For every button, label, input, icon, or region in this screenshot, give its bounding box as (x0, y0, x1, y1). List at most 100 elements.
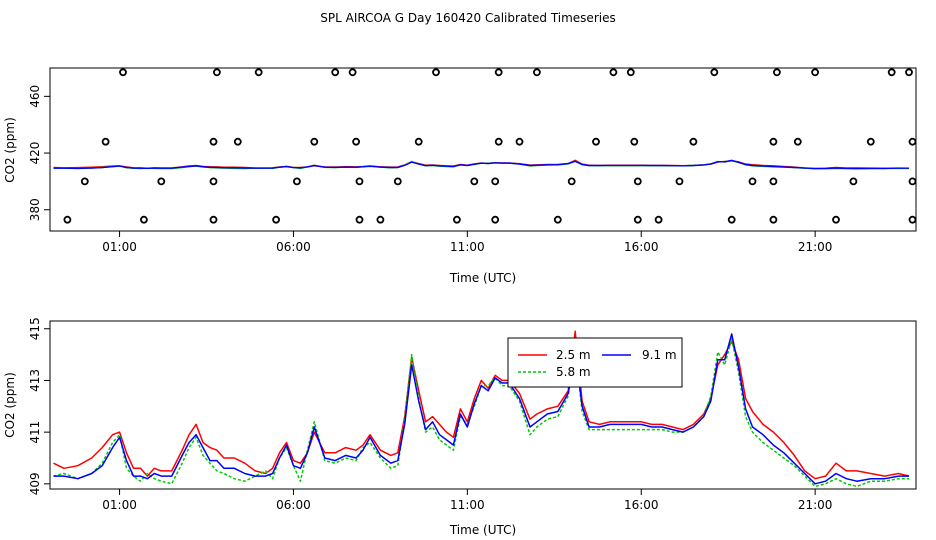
top-x-tick-label: 16:00 (624, 240, 659, 254)
top-x-tick-label: 11:00 (450, 240, 485, 254)
top-series-lines (53, 159, 910, 170)
top-x-axis: 01:00 06:00 11:00 16:00 21:00 (102, 231, 832, 254)
outlier-point (310, 137, 319, 146)
figure-title: SPL AIRCOA G Day 160420 Calibrated Times… (320, 11, 615, 25)
top-y-tick-label: 420 (28, 142, 42, 165)
outlier-point (139, 215, 148, 224)
outlier-point (233, 137, 242, 146)
outlier-point (348, 68, 357, 77)
bot-y-tick-label: 415 (28, 317, 42, 340)
outlier-point (866, 137, 875, 146)
bottom-panel: 01:00 06:00 11:00 16:00 21:00 409 411 413 415 T… (3, 317, 917, 537)
outlier-point (101, 137, 110, 146)
outlier-point (811, 68, 819, 77)
outlier-point (748, 177, 757, 186)
top-plot-frame (49, 67, 917, 232)
legend-label-2-5m: 2.5 m (556, 348, 591, 362)
outlier-point (355, 177, 364, 186)
bot-y-tick-label: 411 (28, 421, 42, 444)
outlier-point (414, 137, 423, 146)
outlier-point (212, 68, 221, 77)
outlier-point (710, 68, 719, 77)
outlier-point (769, 137, 778, 146)
outlier-point (254, 68, 263, 77)
outlier-point (352, 137, 361, 146)
bottom-series-line-5-8-m (53, 338, 909, 488)
outlier-point (887, 68, 896, 77)
top-series-line-9-1-m (53, 159, 909, 170)
outlier-point (630, 137, 639, 146)
bottom-series-line-9-1-m (53, 333, 909, 485)
bottom-series-line-2-5-m (53, 330, 910, 480)
bottom-y-axis: 409 411 413 415 (28, 317, 50, 495)
outlier-point (633, 215, 642, 224)
bottom-y-axis-label: CO2 (ppm) (3, 372, 17, 438)
bottom-plot-frame (49, 320, 917, 490)
top-x-tick-label: 01:00 (102, 240, 137, 254)
bot-x-tick-label: 06:00 (276, 498, 311, 512)
top-x-tick-label: 06:00 (276, 240, 311, 254)
bottom-series-lines (53, 330, 910, 488)
top-panel: 01:00 06:00 11:00 16:00 21:00 380 420 460 Time… (3, 67, 917, 285)
bot-x-tick-label: 01:00 (102, 498, 137, 512)
outlier-point (209, 177, 218, 186)
top-y-axis: 380 420 460 (28, 85, 50, 221)
top-x-axis-label: Time (UTC) (449, 271, 516, 285)
legend-box (507, 337, 683, 388)
top-y-tick-label: 460 (28, 85, 42, 108)
outlier-point (832, 215, 840, 224)
bot-x-tick-label: 21:00 (798, 498, 833, 512)
outlier-point (609, 68, 618, 77)
bottom-x-axis: 01:00 06:00 11:00 16:00 21:00 (102, 489, 832, 512)
outlier-point (209, 215, 218, 224)
outlier-point (727, 215, 736, 224)
outlier-point (633, 177, 642, 186)
outlier-point (119, 68, 127, 77)
outlier-point (452, 215, 461, 224)
outlier-point (689, 137, 698, 146)
outlier-point (908, 177, 917, 186)
legend: 2.5 m 9.1 m 5.8 m (507, 337, 683, 388)
outlier-point (209, 137, 218, 146)
top-y-tick-label: 380 (28, 198, 42, 221)
outlier-point (515, 137, 524, 146)
outlier-point (494, 137, 503, 146)
bottom-x-axis-label: Time (UTC) (449, 523, 516, 537)
outlier-point (292, 177, 301, 186)
outlier-point (905, 68, 913, 77)
outlier-point (773, 68, 781, 77)
outlier-point (470, 177, 479, 186)
bot-y-tick-label: 413 (28, 369, 42, 392)
outlier-point (355, 215, 364, 224)
top-outlier-points (63, 68, 917, 224)
outlier-point (793, 137, 802, 146)
outlier-point (592, 137, 600, 146)
outlier-point (769, 215, 778, 224)
outlier-point (157, 177, 166, 186)
top-y-axis-label: CO2 (ppm) (3, 117, 17, 183)
outlier-point (393, 177, 402, 186)
outlier-point (491, 177, 500, 186)
outlier-point (769, 177, 778, 186)
outlier-point (533, 68, 541, 77)
bot-x-tick-label: 11:00 (450, 498, 485, 512)
outlier-point (376, 215, 385, 224)
outlier-point (272, 215, 281, 224)
outlier-point (63, 215, 72, 224)
outlier-point (432, 68, 440, 77)
outlier-point (494, 68, 503, 77)
legend-label-5-8m: 5.8 m (556, 365, 591, 379)
outlier-point (331, 68, 340, 77)
top-x-tick-label: 21:00 (798, 240, 833, 254)
outlier-point (626, 68, 635, 77)
outlier-point (908, 215, 917, 224)
outlier-point (553, 215, 562, 224)
outlier-point (908, 137, 917, 146)
outlier-point (654, 215, 663, 224)
outlier-point (567, 177, 576, 186)
bot-y-tick-label: 409 (28, 472, 42, 495)
bot-x-tick-label: 16:00 (624, 498, 659, 512)
outlier-point (80, 177, 89, 186)
outlier-point (675, 177, 684, 186)
